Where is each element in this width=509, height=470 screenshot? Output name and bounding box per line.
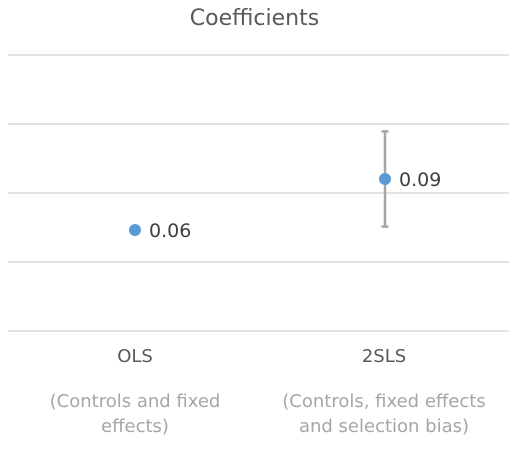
category-label-ols: OLS (117, 346, 153, 367)
data-point-ols (129, 224, 141, 236)
category-note-ols: (Controls and fixed effects) (49, 391, 221, 437)
chart-title: Coefficients (189, 6, 320, 31)
data-labels: 0.06 0.09 (149, 169, 441, 242)
data-points (129, 173, 391, 236)
gridlines (8, 54, 509, 332)
data-label-ols: 0.06 (149, 220, 191, 242)
data-label-2sls: 0.09 (399, 169, 441, 191)
category-label-2sls: 2SLS (361, 346, 407, 367)
data-point-2sls (379, 173, 391, 185)
category-note-2sls: (Controls, fixed effects and selection b… (282, 391, 486, 437)
